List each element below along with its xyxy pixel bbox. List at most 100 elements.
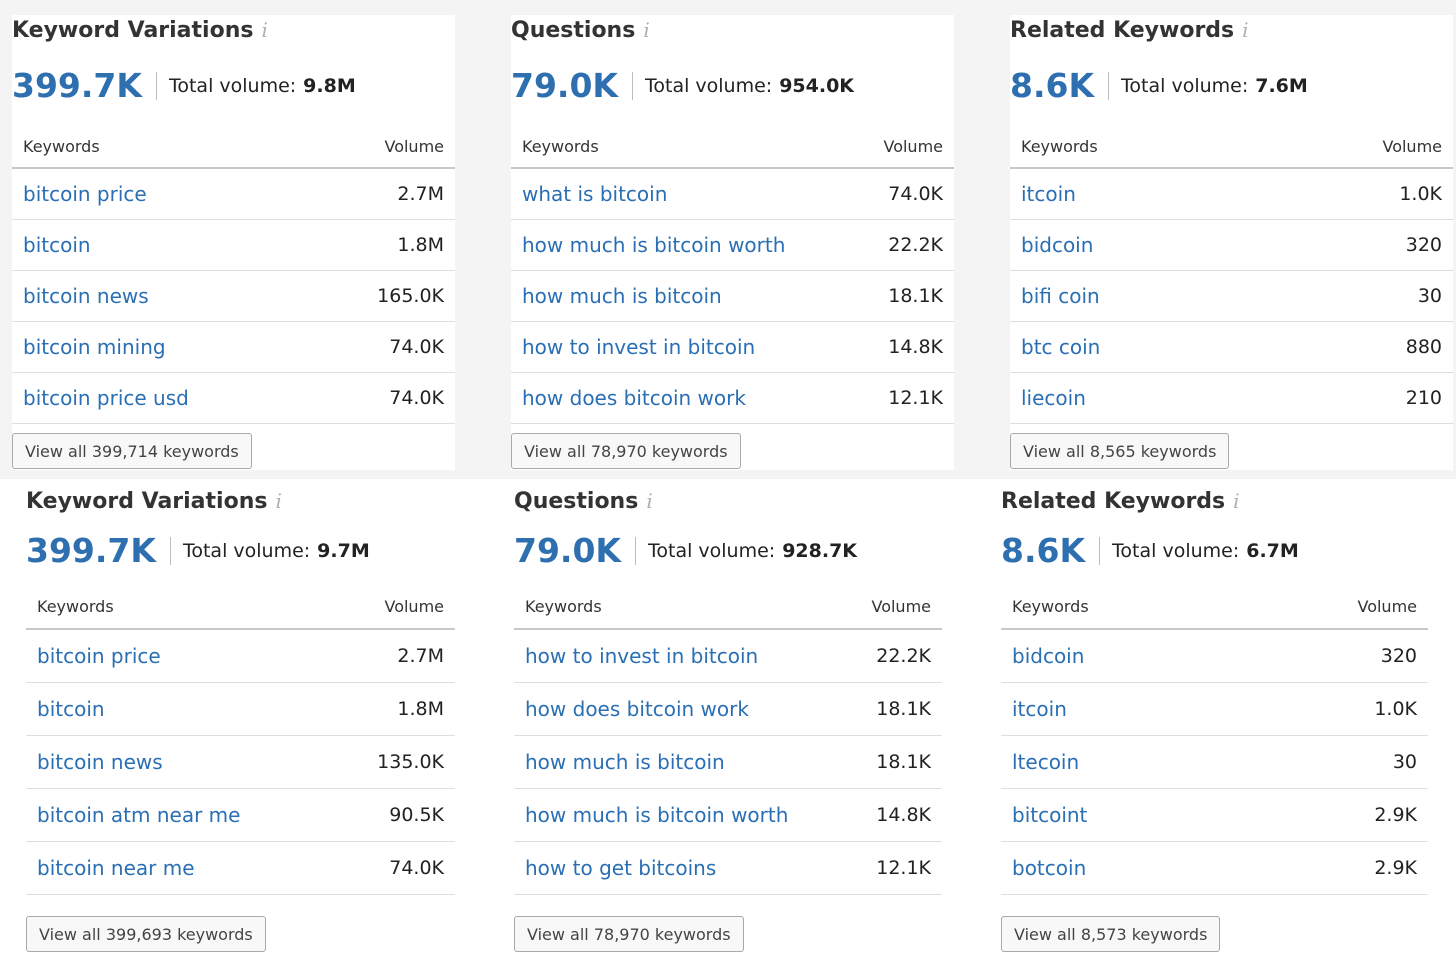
table-header: Keywords Volume	[12, 125, 455, 169]
widget-title: Keyword Variations i	[12, 15, 268, 46]
table-row: btc coin 880	[1010, 322, 1453, 373]
table-header: Keywords Volume	[511, 125, 954, 169]
keyword-volume: 30	[1392, 751, 1417, 773]
keyword-count[interactable]: 399.7K	[26, 531, 156, 570]
table-row: bitcoin mining 74.0K	[12, 322, 455, 373]
volume-column-header: Volume	[1382, 136, 1442, 156]
keyword-link[interactable]: bitcoin mining	[23, 335, 166, 359]
keyword-link[interactable]: botcoin	[1012, 856, 1087, 880]
keyword-link[interactable]: bitcoin news	[37, 750, 163, 774]
keyword-volume: 14.8K	[888, 336, 943, 358]
keyword-volume: 18.1K	[876, 698, 931, 720]
keyword-variations-widget: Keyword Variations i 399.7K Total volume:…	[26, 486, 455, 956]
keyword-link[interactable]: how to invest in bitcoin	[525, 644, 759, 668]
keyword-link[interactable]: bitcoin price usd	[23, 386, 189, 410]
divider	[155, 72, 157, 100]
table-row: how much is bitcoin worth 22.2K	[511, 220, 954, 271]
info-icon[interactable]: i	[261, 18, 268, 42]
total-volume-value: 9.8M	[303, 75, 356, 97]
keyword-link[interactable]: bitcoin atm near me	[37, 803, 241, 827]
keyword-link[interactable]: liecoin	[1021, 386, 1086, 410]
keyword-link[interactable]: ltecoin	[1012, 750, 1080, 774]
keyword-volume: 30	[1417, 285, 1442, 307]
keyword-count[interactable]: 79.0K	[511, 66, 618, 105]
keyword-link[interactable]: bitcoin	[23, 233, 91, 257]
keyword-volume: 135.0K	[377, 751, 444, 773]
table-header: Keywords Volume	[514, 584, 942, 630]
info-icon[interactable]: i	[1233, 489, 1240, 513]
total-volume-value: 6.7M	[1246, 540, 1299, 562]
keywords-column-header: Keywords	[1021, 136, 1098, 156]
info-icon[interactable]: i	[275, 489, 282, 513]
table-row: bitcoin atm near me 90.5K	[26, 789, 455, 842]
view-all-keywords-button[interactable]: View all 78,970 keywords	[514, 916, 744, 952]
keyword-link[interactable]: bitcoin near me	[37, 856, 195, 880]
table-row: bidcoin 320	[1001, 630, 1428, 683]
table-row: liecoin 210	[1010, 373, 1453, 424]
keyword-link[interactable]: bidcoin	[1012, 644, 1085, 668]
keyword-volume: 90.5K	[389, 804, 444, 826]
table-row: how does bitcoin work 18.1K	[514, 683, 942, 736]
volume-column-header: Volume	[384, 596, 444, 616]
keyword-link[interactable]: how to get bitcoins	[525, 856, 717, 880]
keyword-volume: 22.2K	[876, 645, 931, 667]
keyword-count[interactable]: 399.7K	[12, 66, 142, 105]
keyword-link[interactable]: btc coin	[1021, 335, 1101, 359]
keyword-link[interactable]: bitcoint	[1012, 803, 1088, 827]
keyword-link[interactable]: bitcoin price	[23, 182, 147, 206]
summary: 399.7K Total volume: 9.8M	[12, 61, 356, 111]
total-volume-label: Total volume:	[1112, 540, 1240, 562]
info-icon[interactable]: i	[646, 489, 653, 513]
widget-title: Related Keywords i	[1001, 486, 1240, 517]
keyword-link[interactable]: how does bitcoin work	[522, 386, 746, 410]
table-row: bitcoin news 135.0K	[26, 736, 455, 789]
keyword-volume: 74.0K	[389, 336, 444, 358]
total-volume-label: Total volume:	[182, 540, 311, 562]
related-keywords-widget: Related Keywords i 8.6K Total volume: 7.6…	[1010, 15, 1453, 470]
keyword-link[interactable]: itcoin	[1021, 182, 1076, 206]
keyword-link[interactable]: how much is bitcoin	[522, 284, 722, 308]
keyword-count[interactable]: 79.0K	[514, 531, 621, 570]
keyword-link[interactable]: what is bitcoin	[522, 182, 668, 206]
keywords-column-header: Keywords	[1012, 596, 1089, 616]
table-row: how to invest in bitcoin 22.2K	[514, 630, 942, 683]
view-all-keywords-button[interactable]: View all 8,573 keywords	[1001, 916, 1221, 952]
table-row: bitcoin 1.8M	[26, 683, 455, 736]
keyword-link[interactable]: bidcoin	[1021, 233, 1094, 257]
view-all-keywords-button[interactable]: View all 8,565 keywords	[1010, 433, 1230, 469]
volume-column-header: Volume	[883, 136, 943, 156]
keyword-link[interactable]: how much is bitcoin worth	[525, 803, 789, 827]
keyword-volume: 165.0K	[377, 285, 444, 307]
keyword-link[interactable]: how much is bitcoin worth	[522, 233, 786, 257]
keyword-link[interactable]: itcoin	[1012, 697, 1067, 721]
keyword-count[interactable]: 8.6K	[1010, 66, 1095, 105]
table-row: bitcoin 1.8M	[12, 220, 455, 271]
keyword-volume: 2.9K	[1374, 857, 1417, 879]
volume-column-header: Volume	[871, 596, 931, 616]
keywords-table: Keywords Volume bitcoin price 2.7M bitcoi…	[12, 125, 455, 424]
summary: 8.6K Total volume: 6.7M	[1001, 526, 1299, 576]
table-header: Keywords Volume	[26, 584, 455, 630]
keyword-count[interactable]: 8.6K	[1001, 531, 1086, 570]
view-all-keywords-button[interactable]: View all 78,970 keywords	[511, 433, 741, 469]
table-row: how to get bitcoins 12.1K	[514, 842, 942, 895]
view-all-keywords-button[interactable]: View all 399,714 keywords	[12, 433, 252, 469]
keyword-variations-widget: Keyword Variations i 399.7K Total volume:…	[12, 15, 455, 470]
keyword-link[interactable]: bitcoin price	[37, 644, 161, 668]
info-icon[interactable]: i	[1242, 18, 1249, 42]
info-icon[interactable]: i	[643, 18, 650, 42]
keyword-volume: 1.0K	[1399, 183, 1442, 205]
keyword-link[interactable]: bitcoin news	[23, 284, 149, 308]
keyword-volume: 74.0K	[888, 183, 943, 205]
table-row: bitcoin news 165.0K	[12, 271, 455, 322]
keyword-link[interactable]: bifi coin	[1021, 284, 1100, 308]
keyword-volume: 210	[1405, 387, 1442, 409]
view-all-keywords-button[interactable]: View all 399,693 keywords	[26, 916, 266, 952]
keyword-link[interactable]: how does bitcoin work	[525, 697, 749, 721]
summary: 8.6K Total volume: 7.6M	[1010, 61, 1308, 111]
keyword-link[interactable]: how much is bitcoin	[525, 750, 725, 774]
keyword-link[interactable]: how to invest in bitcoin	[522, 335, 756, 359]
table-row: bitcoin price usd 74.0K	[12, 373, 455, 424]
table-row: how much is bitcoin 18.1K	[514, 736, 942, 789]
keyword-link[interactable]: bitcoin	[37, 697, 105, 721]
